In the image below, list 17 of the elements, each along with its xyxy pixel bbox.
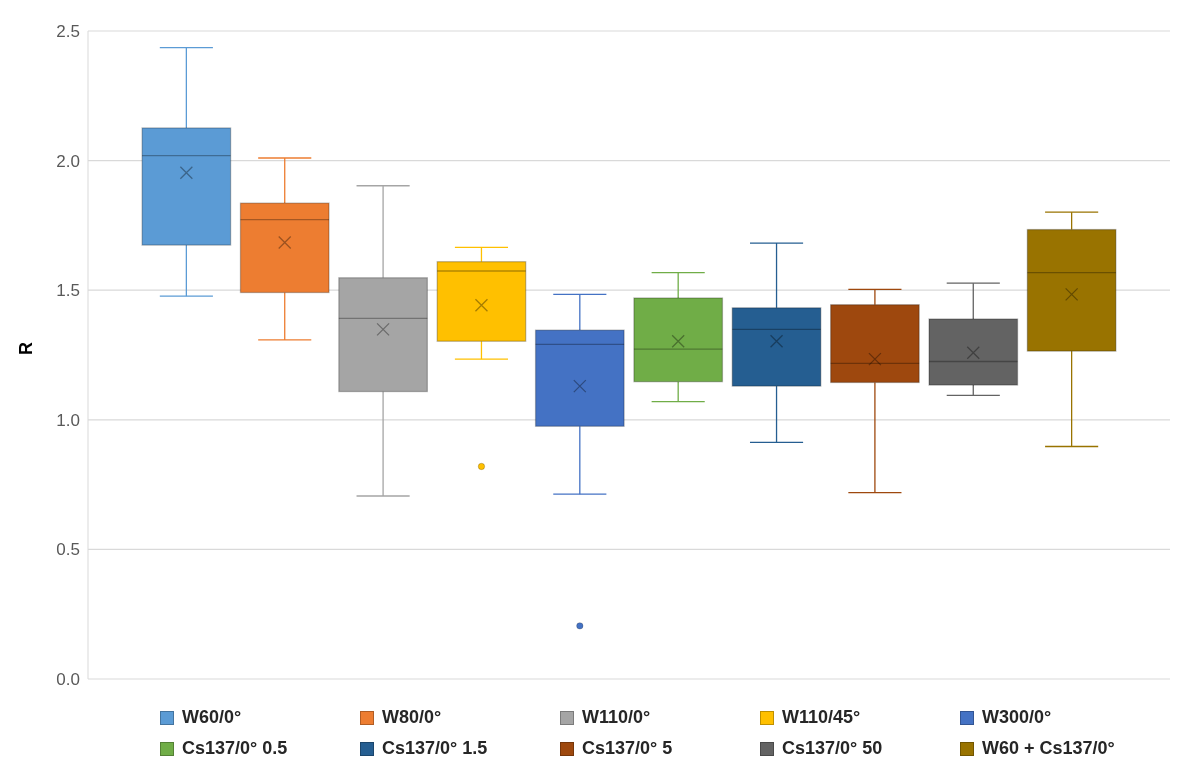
y-tick-label: 2.5 — [56, 22, 80, 42]
legend-label: Cs137/0° 5 — [581, 738, 674, 759]
y-tick-label: 1.5 — [56, 281, 80, 301]
legend-label: W110/0° — [581, 707, 652, 728]
legend-label: Cs137/0° 50 — [781, 738, 884, 759]
y-axis-title: R — [16, 342, 37, 355]
y-tick-label: 1.0 — [56, 410, 80, 430]
y-tick-label: 2.0 — [56, 151, 80, 171]
legend-label: Cs137/0° 0.5 — [181, 738, 289, 759]
y-tick-label: 0.0 — [56, 670, 80, 690]
legend-label: W60/0° — [181, 707, 243, 728]
y-tick-label: 0.5 — [56, 540, 80, 560]
legend-label: W60 + Cs137/0° — [981, 738, 1116, 759]
legend-label: Cs137/0° 1.5 — [381, 738, 489, 759]
legend-label: W300/0° — [981, 707, 1053, 728]
legend-label: W110/45° — [781, 707, 862, 728]
legend-label: W80/0° — [381, 707, 443, 728]
